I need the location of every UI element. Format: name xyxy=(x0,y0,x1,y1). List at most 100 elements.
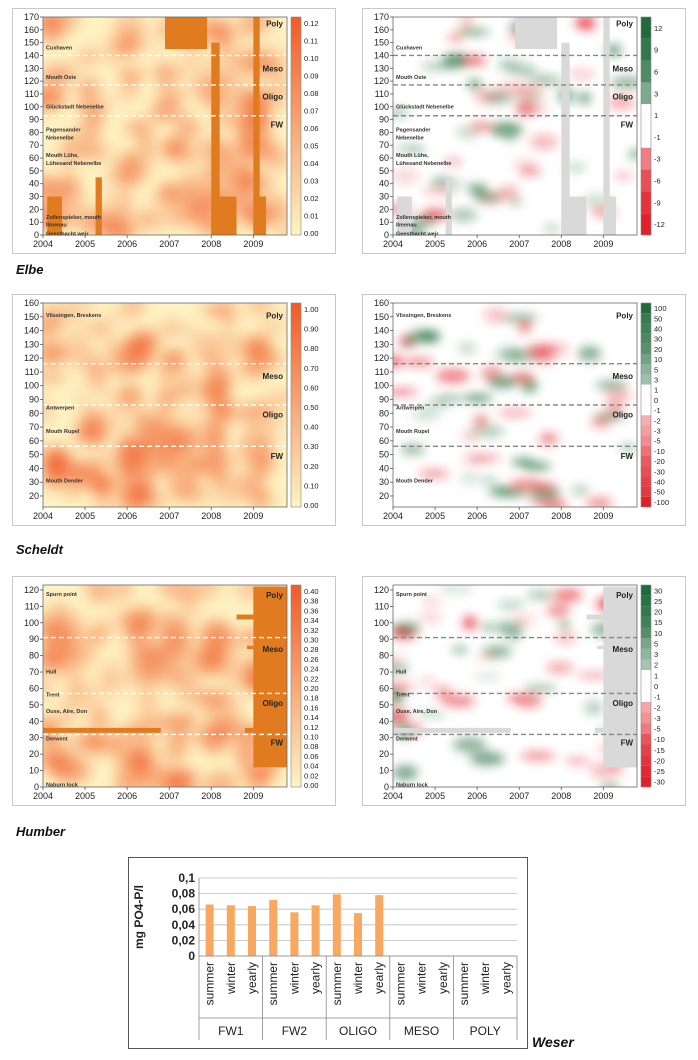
weser-chart-box: mg PO4-P/l 0 0,02 0,04 0,06 0,08 0,1 summer wint… xyxy=(128,857,528,1049)
y-tick-label: 80 xyxy=(379,127,389,137)
place-label: Nebenelbe xyxy=(46,135,74,141)
colorbar-label: -1 xyxy=(654,693,661,702)
place-label: Trent xyxy=(46,692,60,698)
colorbar-label: 0.00 xyxy=(304,229,319,238)
colorbar-label: 0.70 xyxy=(304,364,319,373)
category-label: summer xyxy=(330,962,344,1005)
colorbar-cell xyxy=(641,616,651,628)
place-label: Cuxhaven xyxy=(46,45,73,51)
colorbar-label: 12 xyxy=(654,24,662,33)
x-tick-label: 2008 xyxy=(551,791,571,801)
zone-label: Poly xyxy=(266,591,283,600)
zone-label: FW xyxy=(621,452,634,461)
place-label: Cuxhaven xyxy=(396,45,423,51)
x-tick-label: 2004 xyxy=(383,511,403,521)
bar xyxy=(248,906,256,956)
elbe-abs-heatmap: 0 10 20 30 40 50 60 70 80 90 100 110 120 130 140 150 160… xyxy=(24,12,319,249)
colorbar-label: 0.09 xyxy=(304,72,319,81)
colorbar-label: -5 xyxy=(654,437,661,446)
x-tick-label: 2006 xyxy=(117,239,137,249)
elbe-diff-panel: 0 10 20 30 40 50 60 70 80 90 100 110 120 130 140 150 160… xyxy=(362,8,686,254)
y-tick-label: 80 xyxy=(29,127,39,137)
y-tick-label: 60 xyxy=(29,683,39,693)
heatmap-field xyxy=(43,585,287,787)
scheldt-abs-heatmap: 20 30 40 50 60 70 80 90 100 110 120 130 140 150 160 200… xyxy=(24,298,319,521)
place-label: Lühesand Nebenelbe xyxy=(396,161,451,167)
zone-label: FW xyxy=(271,121,284,130)
colorbar-label: 0.12 xyxy=(304,19,319,28)
colorbar-label: 10 xyxy=(654,355,662,364)
colorbar-label: 0 xyxy=(654,396,658,405)
x-tick-label: 2005 xyxy=(425,511,445,521)
data-gap-block xyxy=(594,727,604,733)
colorbar-label: 6 xyxy=(654,68,658,77)
colorbar-cell xyxy=(641,712,651,724)
zone-label: FW xyxy=(621,739,634,748)
y-tick-label: 120 xyxy=(24,585,39,595)
place-label: Derwent xyxy=(46,737,68,743)
colorbar-label: 3 xyxy=(654,376,658,385)
y-tick-label: 0 xyxy=(34,230,39,240)
bar xyxy=(290,912,299,956)
zone-label: Poly xyxy=(266,19,283,28)
weser-title: Weser xyxy=(532,1034,574,1050)
x-tick-label: 2007 xyxy=(159,511,179,521)
x-tick-label: 2006 xyxy=(467,239,487,249)
data-gap-block xyxy=(244,727,254,733)
y-tick-label: 50 xyxy=(379,166,389,176)
y-tick-label: 120 xyxy=(24,353,39,363)
place-label: Pagensander xyxy=(46,128,81,134)
colorbar-label: -5 xyxy=(654,725,661,734)
colorbar-label: -1 xyxy=(654,133,661,142)
y-tick-label: 90 xyxy=(29,394,39,404)
y-tick-label: 140 xyxy=(374,326,389,336)
colorbar-cell xyxy=(641,680,651,692)
y-tick-label: 40 xyxy=(29,716,39,726)
y-tick-label: 150 xyxy=(374,38,389,48)
y-tick-label: 80 xyxy=(379,651,389,661)
colorbar-label: 0.08 xyxy=(304,742,319,751)
colorbar-label: 0.16 xyxy=(304,703,319,712)
data-gap-block xyxy=(445,177,452,235)
colorbar-label: 0.01 xyxy=(304,212,319,221)
zone-label: Oligo xyxy=(613,411,634,420)
place-label: Derwent xyxy=(396,737,418,743)
place-label: Hull xyxy=(396,669,407,675)
colorbar-cell xyxy=(641,744,651,756)
colorbar-cell xyxy=(641,648,651,660)
y-tick-label: 60 xyxy=(379,683,389,693)
colorbar-label: 10 xyxy=(654,629,662,638)
y-tick-label: 30 xyxy=(379,733,389,743)
colorbar-label: 0.04 xyxy=(304,159,319,168)
y-tick-label: 30 xyxy=(29,192,39,202)
place-label: Mouth Lühe, xyxy=(46,153,79,159)
data-gap-block xyxy=(211,42,220,235)
place-label: Spurn point xyxy=(396,592,427,598)
plot-frame xyxy=(42,302,288,508)
colorbar-label: 3 xyxy=(654,89,658,98)
y-tick-label: 100 xyxy=(374,102,389,112)
colorbar-label: -3 xyxy=(654,427,661,436)
y-tick-label: 130 xyxy=(374,63,389,73)
x-tick-label: 2009 xyxy=(243,791,263,801)
y-tick-label: 50 xyxy=(29,166,39,176)
colorbar-label: 0.08 xyxy=(304,89,319,98)
y-tick-label: 160 xyxy=(24,298,39,308)
colorbar-cell xyxy=(641,466,651,477)
colorbar-cell xyxy=(641,606,651,617)
colorbar-cell xyxy=(641,456,651,467)
x-tick-label: 2008 xyxy=(201,511,221,521)
category-label: yearly xyxy=(499,962,513,994)
y-tick-label: 0 xyxy=(384,782,389,792)
y-tick-label: 20 xyxy=(379,204,389,214)
colorbar-cell xyxy=(641,394,651,405)
plot-frame xyxy=(42,16,288,236)
y-tick-label: 50 xyxy=(379,700,389,710)
zone-label: Meso xyxy=(613,372,634,381)
y-tick-label: 20 xyxy=(379,749,389,759)
colorbar-cell xyxy=(641,496,651,507)
colorbar-label: 0.28 xyxy=(304,645,319,654)
x-tick-label: 2005 xyxy=(425,239,445,249)
place-label: Ouse, Aire, Don xyxy=(46,709,88,715)
y-tick-label: 0,04 xyxy=(172,918,196,932)
